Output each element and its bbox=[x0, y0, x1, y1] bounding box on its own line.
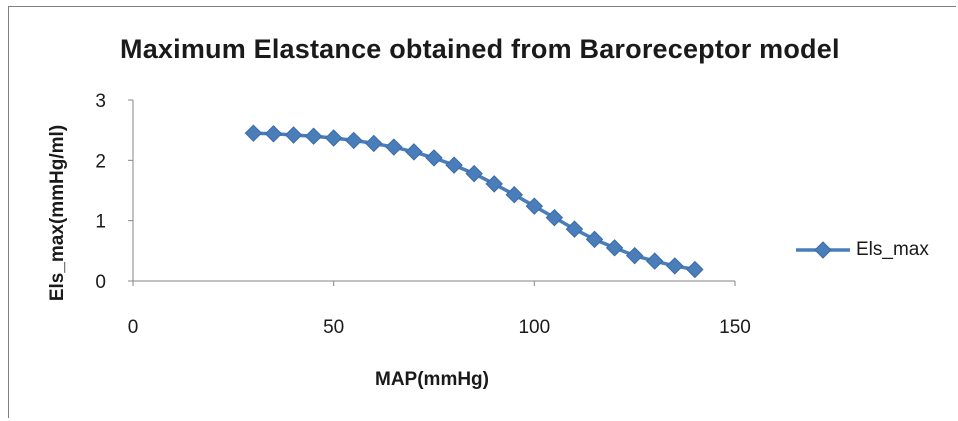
y-tick-label: 2 bbox=[95, 151, 106, 172]
x-axis-label: MAP(mmHg) bbox=[375, 369, 489, 390]
data-point bbox=[465, 164, 483, 183]
plot-series bbox=[244, 124, 704, 279]
data-point bbox=[425, 149, 443, 167]
x-tick-label: 100 bbox=[518, 317, 550, 338]
data-point bbox=[565, 220, 584, 238]
x-tick-label: 50 bbox=[323, 317, 344, 338]
y-tick-label: 3 bbox=[95, 91, 106, 112]
data-point bbox=[585, 230, 604, 249]
data-point bbox=[345, 131, 363, 150]
data-point bbox=[264, 125, 283, 143]
y-tick-label: 0 bbox=[95, 272, 106, 293]
data-point bbox=[445, 156, 463, 174]
y-tick-label: 1 bbox=[95, 212, 106, 233]
data-point bbox=[244, 124, 263, 142]
data-point bbox=[485, 175, 503, 193]
data-point bbox=[625, 246, 644, 265]
legend-marker bbox=[796, 241, 850, 259]
x-tick-label: 0 bbox=[128, 317, 139, 338]
data-point bbox=[646, 252, 664, 270]
data-point bbox=[666, 257, 684, 275]
chart-title: Maximum Elastance obtained from Barorece… bbox=[120, 34, 840, 64]
data-point bbox=[324, 129, 343, 147]
data-point bbox=[545, 208, 564, 227]
chart-area-border bbox=[8, 6, 956, 418]
legend-label: Els_max bbox=[856, 239, 929, 260]
data-point bbox=[405, 143, 423, 161]
data-point bbox=[605, 239, 624, 257]
data-point bbox=[686, 260, 704, 279]
data-point bbox=[284, 126, 303, 144]
data-point bbox=[385, 138, 403, 156]
legend: Els_max bbox=[794, 236, 929, 264]
data-point bbox=[505, 186, 523, 204]
series-line bbox=[253, 131, 696, 272]
data-point bbox=[525, 197, 544, 215]
axes bbox=[128, 99, 736, 286]
data-point bbox=[304, 127, 323, 145]
data-point bbox=[365, 134, 383, 153]
x-tick-label: 150 bbox=[719, 317, 751, 338]
tick-labels: 0 1 2 3 0 50 100 150 bbox=[95, 91, 750, 338]
